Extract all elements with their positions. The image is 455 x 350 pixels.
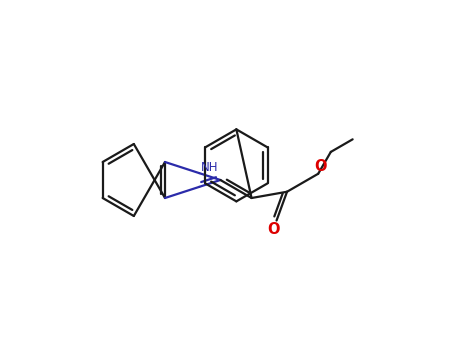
Text: O: O (267, 222, 280, 237)
Text: NH: NH (201, 161, 219, 174)
Text: O: O (314, 159, 326, 174)
